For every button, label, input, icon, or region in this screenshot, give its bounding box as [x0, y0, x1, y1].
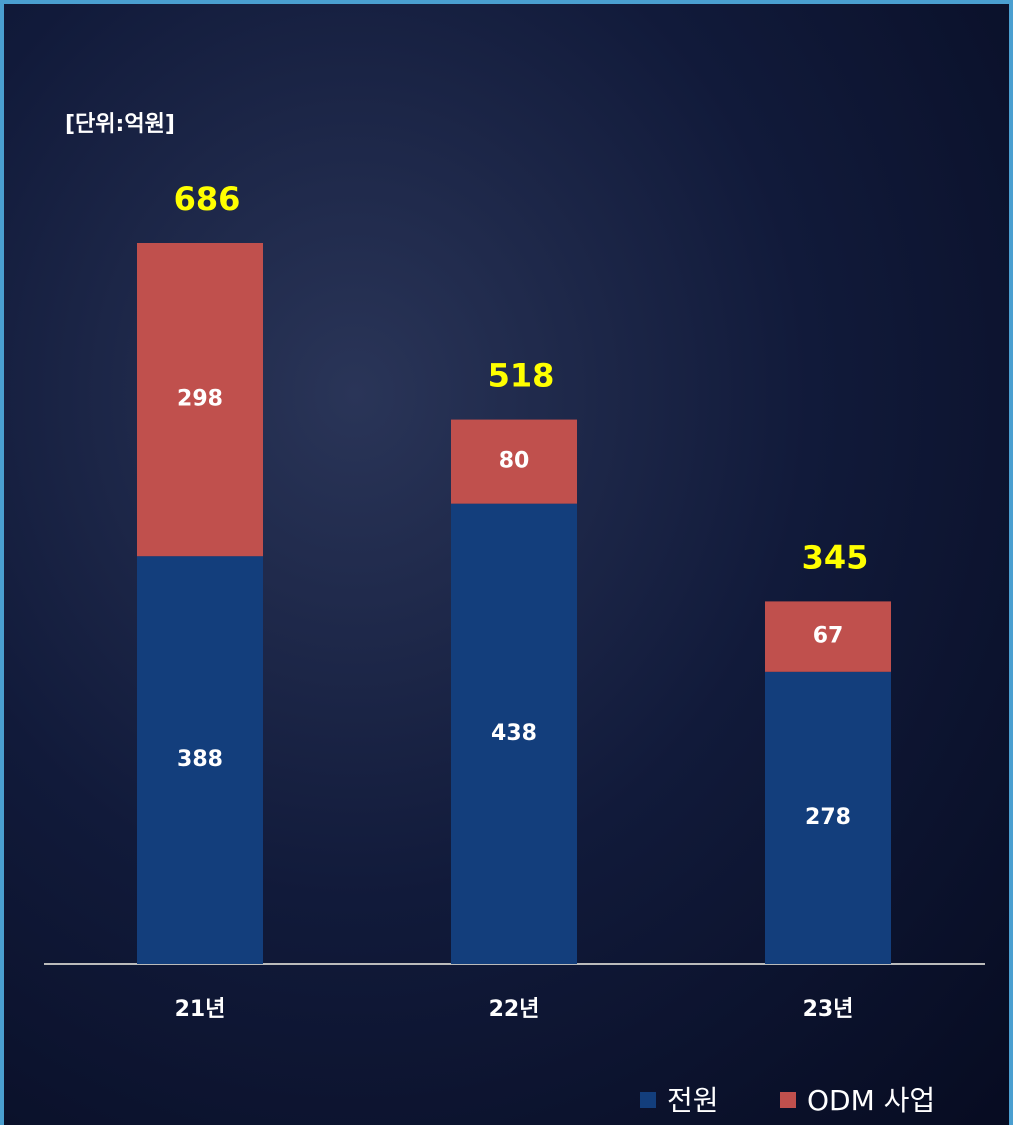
total-label: 518: [488, 357, 555, 395]
bar-segment: [451, 419, 577, 504]
unit-label: [단위:억원]: [65, 112, 175, 137]
bar-segment: [765, 671, 891, 964]
total-label: 345: [802, 538, 869, 576]
bar-segment: [137, 556, 263, 964]
segment-label: 388: [177, 747, 223, 772]
x-tick-label: 21년: [175, 997, 226, 1022]
x-tick-label: 22년: [489, 997, 540, 1022]
legend-swatch: [640, 1092, 656, 1108]
segment-label: 80: [499, 449, 530, 474]
legend-swatch: [780, 1092, 796, 1108]
segment-label: 278: [805, 805, 851, 830]
segment-label: 67: [813, 624, 844, 649]
legend-label: ODM 사업: [807, 1084, 935, 1117]
segment-label: 298: [177, 387, 223, 412]
bar-segment: [451, 503, 577, 964]
segment-label: 438: [491, 721, 537, 746]
bar-segment: [137, 243, 263, 557]
total-label: 686: [174, 180, 241, 218]
bar-segment: [765, 601, 891, 672]
legend-label: 전원: [667, 1084, 719, 1117]
x-tick-label: 23년: [803, 997, 854, 1022]
